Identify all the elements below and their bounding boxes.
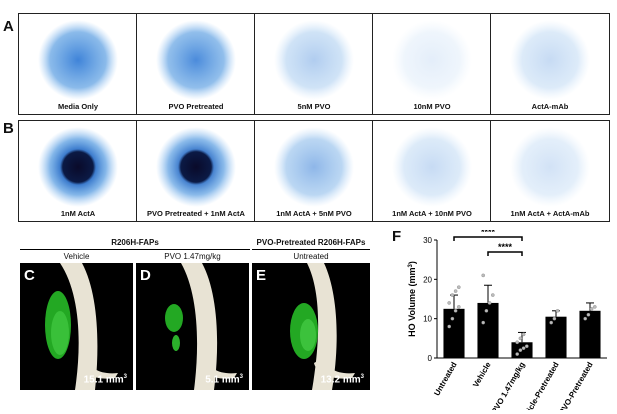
group-underline-r206h [20,249,250,250]
data-point [481,320,485,325]
y-tick-label: 20 [423,275,432,284]
data-point [515,340,519,345]
x-tick-label: PVO 1.47mg/kg [490,360,527,410]
volume-label-untreated: 13.2 mm3 [320,373,364,385]
y-axis-label: HO Volume (mm3) [407,261,417,337]
culture-well-a-2: PVO Pretreated [136,13,256,115]
well-caption: 1nM ActA + 10nM PVO [392,209,472,218]
group-label-pvo-pretreated: PVO-Pretreated R206H-FAPs [256,238,366,247]
well-caption: Media Only [57,102,98,111]
stain-blob [392,127,472,207]
bar-4 [545,316,567,358]
stain-blob [38,20,118,100]
ct-scan-pvo: D 5.1 mm3 [136,263,249,390]
culture-well-b-5: 1nM ActA + ActA-mAb [490,120,610,222]
group-label-r206h: R206H-FAPs [111,238,159,247]
culture-well-a-4: 10nM PVO [372,13,492,115]
data-point [521,332,526,337]
well-caption: 1nM ActA [60,209,96,218]
data-point [518,336,523,341]
culture-well-b-4: 1nM ActA + 10nM PVO [372,120,492,222]
well-caption: 1nM ActA + ActA-mAb [510,209,590,218]
well-caption: ActA-mAb [531,102,569,111]
well-caption: PVO Pretreated + 1nM ActA [147,209,245,218]
treatment-label-pvo: PVO 1.47mg/kg [164,252,221,261]
stain-blob [510,20,590,100]
stain-blob [156,127,236,207]
panel-label-d: D [140,267,151,284]
data-point [518,348,523,352]
data-point [586,312,591,317]
significance-label: **** [498,242,513,252]
panel-label-f: F [392,228,402,245]
significance-bracket [487,251,523,256]
data-point [447,301,452,305]
data-point [457,285,461,290]
significance-bracket [453,236,523,241]
data-point [515,352,519,356]
well-caption: PVO Pretreated [168,102,224,111]
panel-label-a: A [3,18,14,35]
data-point [450,316,455,321]
data-point [453,289,458,293]
ct-scan-untreated: E 13.2 mm3 [252,263,370,390]
x-tick-label: Untreated [432,360,459,397]
data-point [555,309,560,313]
treatment-label-untreated: Untreated [293,252,329,261]
bar-5 [579,310,601,358]
stain-blob [510,127,590,207]
stain-blob [274,127,354,207]
significance-label: **** [481,230,496,237]
well-caption: 1nM ActA + 5nM PVO [276,209,352,218]
data-point [552,316,557,321]
treatment-label-vehicle: Vehicle [63,252,90,261]
bar-1 [443,308,465,358]
culture-well-a-3: 5nM PVO [254,13,374,115]
culture-well-b-3: 1nM ActA + 5nM PVO [254,120,374,222]
ct-scan-vehicle: C 15.1 mm3 [20,263,133,390]
well-caption: 5nM PVO [297,102,331,111]
x-tick-label: Vehicle [471,360,493,389]
stain-blob [38,127,118,207]
data-point [481,273,485,278]
data-point [487,301,492,305]
data-point [457,305,461,309]
data-point [447,324,452,329]
culture-well-b-2: PVO Pretreated + 1nM ActA [136,120,256,222]
data-point [521,346,526,350]
x-tick-label: PVO-Pretreated [557,360,594,410]
ct-render-vehicle [45,263,118,390]
data-point [484,309,489,313]
bar-2 [477,302,499,358]
y-tick-label: 30 [423,236,432,245]
panel-label-c: C [24,267,35,284]
stain-blob [156,20,236,100]
panel-label-e: E [256,267,267,284]
well-caption: 10nM PVO [413,102,451,111]
culture-well-b-1: 1nM ActA [18,120,138,222]
stain-blob [392,20,472,100]
data-point [589,307,594,311]
data-point [592,305,597,309]
culture-well-a-5: ActA-mAb [490,13,610,115]
culture-well-a-1: Media Only [18,13,138,115]
data-point [549,320,553,325]
volume-label-pvo: 5.1 mm3 [205,373,243,385]
volume-label-vehicle: 15.1 mm3 [83,373,127,385]
data-point [450,293,455,297]
data-point [491,293,495,297]
y-tick-label: 0 [428,354,433,363]
ct-render-untreated [290,263,355,390]
y-tick-label: 10 [423,315,432,324]
data-point [583,316,587,321]
panel-label-b: B [3,120,14,137]
group-underline-pvo-pretreated [252,249,370,250]
data-point [453,309,458,313]
stain-blob [274,20,354,100]
data-point [524,344,529,348]
ct-render-pvo [165,263,237,390]
